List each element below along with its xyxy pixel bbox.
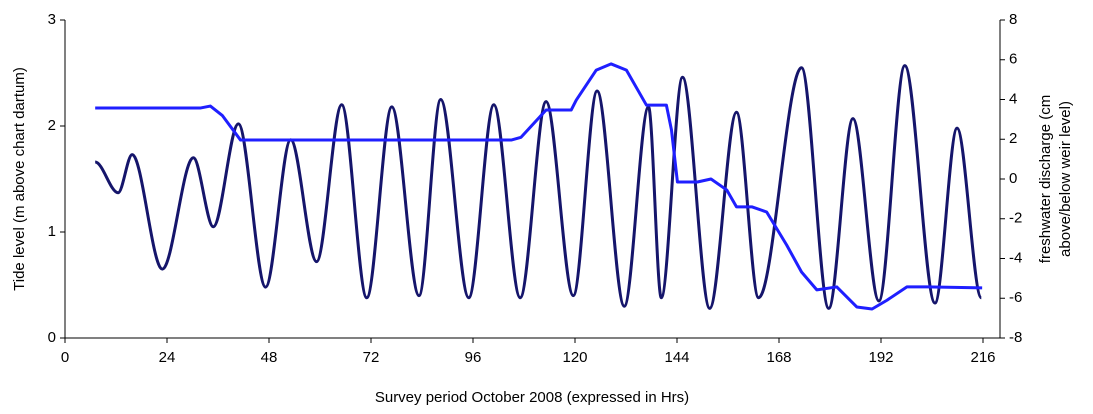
y-tick-label: 3 bbox=[48, 11, 56, 28]
data-line bbox=[95, 62, 983, 311]
x-axis-title: Survey period October 2008 (expressed in… bbox=[375, 389, 689, 406]
y-axis-title: Tide level (m above chart dartum) bbox=[11, 67, 28, 291]
x-tick-label: 0 bbox=[61, 349, 69, 366]
y2-tick-label: 2 bbox=[1009, 130, 1017, 147]
y2-tick-label: -4 bbox=[1009, 249, 1022, 266]
y-tick-label: 0 bbox=[48, 329, 56, 346]
y2-tick-label: 4 bbox=[1009, 90, 1017, 107]
y2-tick-label: -6 bbox=[1009, 289, 1022, 306]
x-tick-label: 48 bbox=[261, 349, 278, 366]
x-tick-label: 24 bbox=[159, 349, 176, 366]
x-tick-label: 96 bbox=[465, 349, 482, 366]
y2-tick-label: 0 bbox=[1009, 170, 1017, 187]
x-tick-label: 72 bbox=[363, 349, 380, 366]
y-tick-label: 1 bbox=[48, 223, 56, 240]
y2-tick-label: -8 bbox=[1009, 329, 1022, 346]
data-line bbox=[94, 64, 983, 310]
x-tick-label: 216 bbox=[970, 349, 995, 366]
x-tick-label: 192 bbox=[868, 349, 893, 366]
x-tick-label: 144 bbox=[664, 349, 689, 366]
y2-axis-title: above/below weir level) bbox=[1057, 101, 1074, 257]
x-tick-label: 168 bbox=[766, 349, 791, 366]
y2-tick-label: 8 bbox=[1009, 11, 1017, 28]
y2-tick-label: -2 bbox=[1009, 210, 1022, 227]
x-tick-label: 120 bbox=[562, 349, 587, 366]
y2-tick-label: 6 bbox=[1009, 51, 1017, 68]
y2-axis-title: freshwater discharge (cm bbox=[1037, 95, 1054, 263]
y-tick-label: 2 bbox=[48, 117, 56, 134]
